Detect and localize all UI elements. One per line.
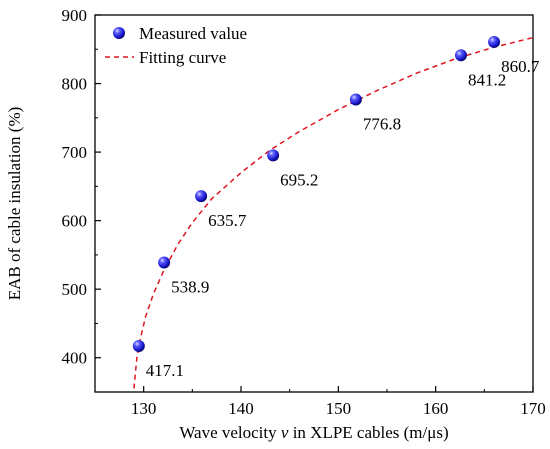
data-label: 776.8 <box>363 114 401 133</box>
x-axis-title-part-1: Wave velocity <box>179 423 281 442</box>
legend-marker-measured <box>113 27 125 39</box>
y-axis-title: EAB of cable insulation (%) <box>5 107 24 301</box>
measured-point <box>195 190 208 203</box>
axis-ticks: 130 140 150 160 170 400 500 600 700 800 900 <box>62 6 546 418</box>
fitting-curve-line <box>133 36 534 389</box>
data-label: 417.1 <box>146 361 184 380</box>
data-label: 841.2 <box>468 70 506 89</box>
data-label: 695.2 <box>280 170 318 189</box>
data-label: 538.9 <box>171 278 209 297</box>
y-tick-label: 500 <box>62 280 88 299</box>
y-tick-label: 400 <box>62 349 88 368</box>
measured-points-layer <box>132 35 501 353</box>
y-tick-label: 800 <box>62 75 88 94</box>
measured-point <box>158 256 171 269</box>
measured-point <box>267 149 280 162</box>
x-axis-title-part-2: in XLPE cables (m/μs) <box>288 423 448 442</box>
plot-frame <box>94 14 534 393</box>
measured-point <box>488 35 501 48</box>
legend-label-fitting: Fitting curve <box>139 48 226 67</box>
measured-point <box>454 49 467 62</box>
x-tick-label: 170 <box>520 399 546 418</box>
x-tick-label: 150 <box>326 399 352 418</box>
y-tick-label: 900 <box>62 6 88 25</box>
x-axis-title: Wave velocity v in XLPE cables (m/μs) <box>179 423 448 442</box>
legend: Measured value Fitting curve <box>105 24 247 67</box>
measured-point <box>132 340 145 353</box>
y-tick-label: 700 <box>62 143 88 162</box>
x-axis-title-variable: v <box>281 423 289 442</box>
x-tick-label: 130 <box>131 399 157 418</box>
measured-point <box>349 93 362 106</box>
data-label: 635.7 <box>208 211 247 230</box>
data-label: 860.7 <box>501 57 540 76</box>
fitting-curve-layer <box>133 36 534 389</box>
legend-label-measured: Measured value <box>139 24 247 43</box>
y-tick-label: 600 <box>62 212 88 231</box>
x-tick-label: 160 <box>423 399 449 418</box>
x-tick-label: 140 <box>228 399 254 418</box>
